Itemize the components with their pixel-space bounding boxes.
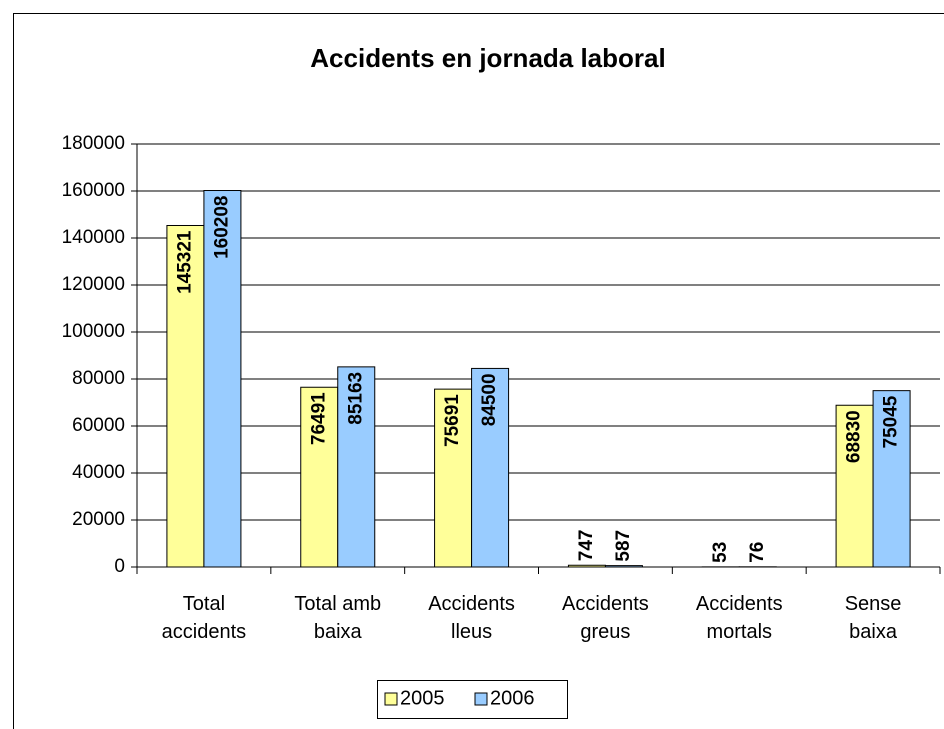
x-tick-label: Sense baixa (845, 593, 902, 643)
label-line: Accidents (562, 593, 649, 615)
chart-title: Accidents en jornada laboral (310, 43, 665, 73)
data-label: 75691 (442, 394, 463, 447)
bar (872, 390, 911, 568)
x-tick-label: Accidents greus (562, 593, 649, 643)
label-line: Total (183, 593, 225, 615)
y-tick-label: 140000 (62, 227, 125, 248)
data-label: 747 (576, 530, 597, 562)
label-line: Sense (845, 593, 902, 615)
label-line: Accidents (428, 593, 515, 615)
legend-label: 2005 (400, 687, 445, 709)
data-label: 84500 (479, 373, 500, 426)
label-line: Accidents (696, 593, 783, 615)
bar (203, 190, 242, 568)
x-tick-label: Accidents lleus (428, 593, 515, 643)
legend-box (377, 680, 568, 719)
legend-swatch (474, 692, 488, 706)
bar (166, 224, 205, 568)
y-tick-label: 40000 (72, 462, 125, 483)
y-tick-label: 80000 (72, 368, 125, 389)
label-line: greus (580, 621, 630, 643)
bar (604, 565, 643, 568)
label-line: accidents (162, 621, 247, 643)
x-tick-label: Total amb baixa (294, 593, 381, 643)
label-line: mortals (706, 621, 772, 643)
y-tick-label: 100000 (62, 321, 125, 342)
y-tick-label: 60000 (72, 415, 125, 436)
label-line: baixa (314, 621, 363, 643)
data-label: 160208 (211, 196, 232, 259)
y-tick-label: 120000 (62, 274, 125, 295)
x-tick-label: Accidents mortals (696, 593, 783, 643)
bar (471, 367, 510, 568)
bar (300, 386, 339, 568)
data-label: 75045 (881, 395, 902, 448)
y-tick-label: 160000 (62, 180, 125, 201)
label-line: baixa (849, 621, 898, 643)
data-label: 68830 (844, 410, 865, 463)
label-line: Total amb (294, 593, 381, 615)
bar (567, 564, 606, 568)
y-tick-label: 0 (114, 556, 125, 577)
data-label: 145321 (174, 230, 195, 294)
legend-swatch (384, 692, 398, 706)
data-label: 587 (613, 530, 634, 562)
x-tick-label: Total accidents (162, 593, 247, 643)
data-label: 85163 (345, 372, 366, 425)
bar (337, 366, 376, 568)
data-label: 76 (747, 542, 768, 563)
y-tick-label: 20000 (72, 509, 125, 530)
legend: 2005 2006 (377, 680, 568, 719)
y-tick-label: 180000 (62, 133, 125, 154)
legend-label: 2006 (490, 687, 535, 709)
data-label: 76491 (308, 392, 329, 445)
label-line: lleus (451, 621, 492, 643)
bar (835, 404, 874, 568)
data-label: 53 (710, 542, 731, 563)
